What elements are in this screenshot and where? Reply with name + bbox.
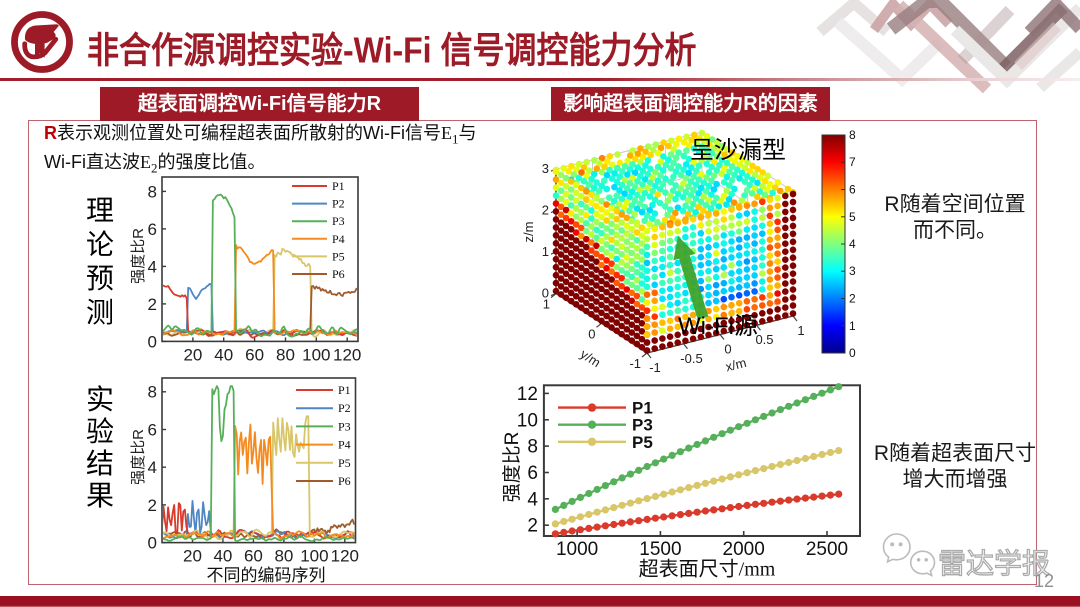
svg-text:8: 8	[527, 437, 538, 458]
svg-text:40: 40	[214, 345, 233, 364]
svg-text:3: 3	[542, 161, 549, 176]
svg-text:强度比R: 强度比R	[130, 429, 147, 485]
svg-text:4: 4	[148, 257, 157, 276]
svg-text:20: 20	[183, 345, 202, 364]
svg-text:1: 1	[542, 244, 549, 259]
svg-text:P5: P5	[332, 249, 345, 263]
svg-text:P2: P2	[332, 197, 345, 211]
svg-text:60: 60	[244, 547, 263, 566]
svg-text:10: 10	[517, 410, 538, 431]
svg-text:60: 60	[245, 345, 264, 364]
svg-text:x/m: x/m	[724, 355, 748, 375]
svg-text:6: 6	[148, 420, 157, 439]
svg-text:0: 0	[849, 346, 856, 360]
svg-text:2: 2	[542, 203, 549, 218]
svg-text:强度比R: 强度比R	[501, 432, 523, 503]
svg-text:-1: -1	[629, 356, 641, 371]
svg-text:8: 8	[849, 128, 856, 142]
svg-text:1: 1	[849, 319, 856, 333]
svg-text:-1: -1	[649, 360, 661, 375]
svg-text:1: 1	[543, 297, 550, 312]
svg-text:5: 5	[849, 210, 856, 224]
svg-text:20: 20	[183, 547, 202, 566]
svg-text:P5: P5	[632, 433, 653, 452]
svg-text:2: 2	[148, 496, 157, 515]
svg-text:2: 2	[148, 295, 157, 314]
svg-text:2500: 2500	[806, 539, 848, 560]
svg-text:4: 4	[148, 458, 157, 477]
svg-text:120: 120	[333, 345, 361, 364]
svg-text:80: 80	[274, 547, 293, 566]
svg-text:2: 2	[849, 292, 856, 306]
svg-text:8: 8	[148, 383, 157, 402]
svg-text:100: 100	[300, 547, 328, 566]
svg-text:P2: P2	[338, 401, 351, 415]
svg-text:2: 2	[527, 516, 538, 537]
svg-text:不同的编码序列: 不同的编码序列	[207, 566, 326, 585]
svg-text:P6: P6	[338, 474, 351, 488]
svg-text:P1: P1	[338, 383, 351, 397]
svg-text:7: 7	[849, 155, 856, 169]
svg-text:0: 0	[588, 326, 595, 341]
svg-text:0: 0	[542, 286, 549, 301]
svg-text:80: 80	[276, 345, 295, 364]
svg-text:P1: P1	[332, 179, 345, 193]
svg-text:强度比R: 强度比R	[130, 228, 147, 284]
svg-text:1: 1	[797, 323, 804, 338]
svg-text:12: 12	[517, 384, 538, 405]
svg-text:6: 6	[527, 463, 538, 484]
svg-text:P1: P1	[632, 399, 653, 418]
svg-text:P6: P6	[332, 267, 345, 281]
svg-text:0: 0	[148, 332, 157, 351]
svg-text:P4: P4	[332, 232, 345, 246]
svg-text:P3: P3	[332, 214, 345, 228]
svg-text:120: 120	[331, 547, 359, 566]
svg-text:z/m: z/m	[521, 222, 536, 243]
svg-text:-0.5: -0.5	[680, 351, 702, 366]
svg-text:P5: P5	[338, 456, 351, 470]
svg-text:P4: P4	[338, 438, 351, 452]
svg-text:100: 100	[302, 345, 330, 364]
svg-text:P3: P3	[338, 419, 351, 433]
svg-text:超表面尺寸/mm: 超表面尺寸/mm	[639, 558, 776, 581]
svg-text:P3: P3	[632, 416, 653, 435]
svg-text:2000: 2000	[723, 539, 765, 560]
svg-text:0: 0	[148, 534, 157, 553]
svg-text:6: 6	[849, 183, 856, 197]
svg-text:6: 6	[148, 220, 157, 239]
svg-text:40: 40	[213, 547, 232, 566]
svg-text:0: 0	[724, 342, 731, 357]
svg-text:4: 4	[849, 237, 856, 251]
svg-text:y/m: y/m	[578, 346, 604, 370]
svg-text:3: 3	[849, 264, 856, 278]
svg-text:1000: 1000	[556, 539, 598, 560]
svg-text:8: 8	[148, 182, 157, 201]
svg-text:4: 4	[527, 489, 538, 510]
svg-text:1500: 1500	[639, 539, 681, 560]
svg-text:0.5: 0.5	[755, 332, 773, 347]
